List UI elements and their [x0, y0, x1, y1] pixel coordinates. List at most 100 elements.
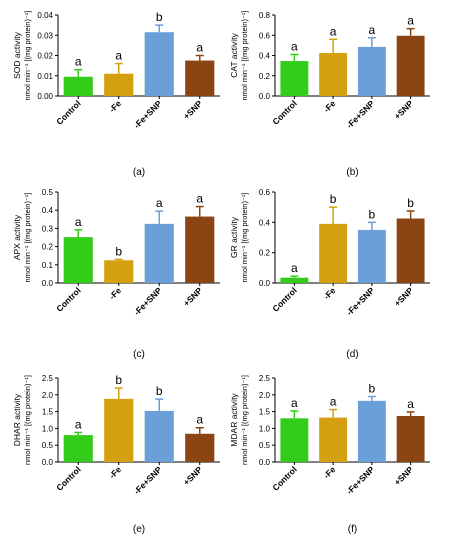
significance-letter: a — [369, 23, 376, 37]
y-tick-label: 0.00 — [37, 92, 53, 101]
bar-+SNP — [185, 433, 215, 462]
x-tick-label: Control — [270, 285, 298, 313]
bar-+SNP — [396, 415, 425, 462]
bar--Fe — [104, 398, 134, 462]
panel-label: (f) — [348, 524, 357, 535]
significance-letter: b — [156, 384, 163, 398]
y-axis-title: GR activity — [229, 216, 239, 258]
x-tick-label: +SNP — [181, 98, 204, 121]
bar--Fe — [319, 223, 348, 283]
bar-+SNP — [185, 216, 215, 283]
y-tick-label: 1.5 — [42, 408, 54, 417]
y-tick-label: 1.5 — [259, 408, 271, 417]
y-tick-label: 0.0 — [259, 279, 271, 288]
significance-letter: b — [115, 244, 122, 258]
significance-letter: a — [75, 215, 82, 229]
bar--Fe — [319, 52, 348, 96]
significance-letter: a — [196, 41, 203, 55]
bar-+SNP — [396, 35, 425, 96]
y-tick-label: 0.2 — [259, 249, 271, 258]
bar-Control — [280, 277, 309, 283]
significance-letter: a — [75, 417, 82, 431]
y-tick-label: 0.6 — [259, 188, 271, 197]
significance-letter: a — [291, 396, 298, 410]
y-tick-label: 0.5 — [42, 188, 54, 197]
y-axis-title: CAT activity — [229, 32, 239, 77]
y-axis-title: DHAR activity — [12, 393, 22, 446]
significance-letter: a — [196, 192, 203, 206]
y-tick-label: 0.8 — [259, 11, 271, 20]
x-tick-label: Control — [270, 98, 298, 126]
bar--Fe+SNP — [357, 400, 386, 462]
y-tick-label: 0.4 — [259, 218, 271, 227]
chart-panel-0: 0.00 0.01 0.02 0.03 0.04 SOD activity nmol min… — [12, 10, 220, 178]
x-tick-label: -Fe — [107, 285, 123, 301]
x-tick-label: Control — [54, 464, 82, 492]
x-tick-label: +SNP — [392, 98, 415, 121]
y-tick-label: 0.03 — [37, 31, 53, 40]
bar-Control — [280, 418, 309, 462]
chart-panel-3: 0.0 0.2 0.4 0.6 GR activity nmol min⁻¹ [(mg p… — [229, 188, 430, 360]
x-tick-label: +SNP — [181, 464, 204, 487]
x-tick-label: -Fe — [321, 464, 337, 480]
y-tick-label: 2.5 — [42, 374, 54, 383]
panel-label: (c) — [133, 349, 145, 360]
y-axis-title: MDAR activity — [229, 393, 239, 447]
y-axis-unit: nmol min⁻¹ [(mg protein)⁻¹] — [23, 375, 32, 465]
y-tick-label: 0.2 — [42, 243, 54, 252]
y-tick-label: 2.5 — [259, 374, 271, 383]
bar--Fe+SNP — [144, 410, 174, 462]
y-axis-unit: nmol min⁻¹ [(mg protein)⁻¹] — [23, 10, 32, 100]
chart-panel-2: 0.0 0.1 0.2 0.3 0.4 0.5 APX activity nmol min⁻¹… — [12, 188, 220, 360]
significance-letter: b — [156, 10, 163, 24]
y-axis-unit: nmol min⁻¹ [(mg protein)⁻¹] — [240, 375, 249, 465]
significance-letter: a — [407, 14, 414, 28]
bar-+SNP — [185, 60, 215, 96]
x-tick-label: -Fe+SNP — [132, 98, 164, 130]
x-tick-label: -Fe+SNP — [344, 464, 376, 496]
significance-letter: a — [330, 395, 337, 409]
chart-panel-5: 0.0 0.5 1.0 1.5 2.0 2.5 MDAR activity nmol min⁻… — [229, 374, 430, 535]
significance-letter: a — [196, 413, 203, 427]
x-tick-label: -Fe — [321, 98, 337, 114]
y-tick-label: 0.01 — [37, 72, 53, 81]
bar--Fe — [319, 417, 348, 462]
significance-letter: a — [75, 55, 82, 69]
bar--Fe+SNP — [357, 229, 386, 283]
x-tick-label: +SNP — [392, 285, 415, 308]
significance-letter: a — [330, 24, 337, 38]
x-tick-label: Control — [54, 285, 82, 313]
y-axis-title: SOD activity — [12, 31, 22, 79]
y-tick-label: 0.0 — [42, 458, 54, 467]
bar-+SNP — [396, 218, 425, 283]
chart-panel-4: 0.0 0.5 1.0 1.5 2.0 2.5 DHAR activity nmol min⁻… — [12, 373, 220, 535]
significance-letter: a — [407, 397, 414, 411]
bar-Control — [280, 61, 309, 96]
significance-letter: b — [369, 207, 376, 221]
panel-label: (b) — [346, 167, 358, 178]
bar-Control — [63, 435, 93, 462]
x-tick-label: Control — [54, 98, 82, 126]
significance-letter: b — [115, 373, 122, 387]
bar--Fe — [104, 260, 134, 283]
bar-Control — [63, 237, 93, 283]
y-tick-label: 0.0 — [259, 458, 271, 467]
y-tick-label: 1.0 — [259, 424, 271, 433]
bar--Fe+SNP — [144, 32, 174, 96]
y-tick-label: 0.1 — [42, 261, 54, 270]
y-axis-unit: nmol min⁻¹ [(mg protein)⁻¹] — [23, 192, 32, 282]
x-tick-label: +SNP — [392, 464, 415, 487]
significance-letter: a — [291, 39, 298, 53]
x-tick-label: +SNP — [181, 285, 204, 308]
bar--Fe — [104, 73, 134, 96]
y-axis-title: APX activity — [12, 214, 22, 260]
bar--Fe+SNP — [144, 223, 174, 283]
x-tick-label: -Fe — [321, 285, 337, 301]
y-tick-label: 2.0 — [259, 391, 271, 400]
bar-Control — [63, 76, 93, 96]
x-tick-label: -Fe+SNP — [344, 98, 376, 130]
panel-label: (a) — [133, 167, 145, 178]
y-tick-label: 0.4 — [42, 206, 54, 215]
y-tick-label: 0.0 — [42, 279, 54, 288]
